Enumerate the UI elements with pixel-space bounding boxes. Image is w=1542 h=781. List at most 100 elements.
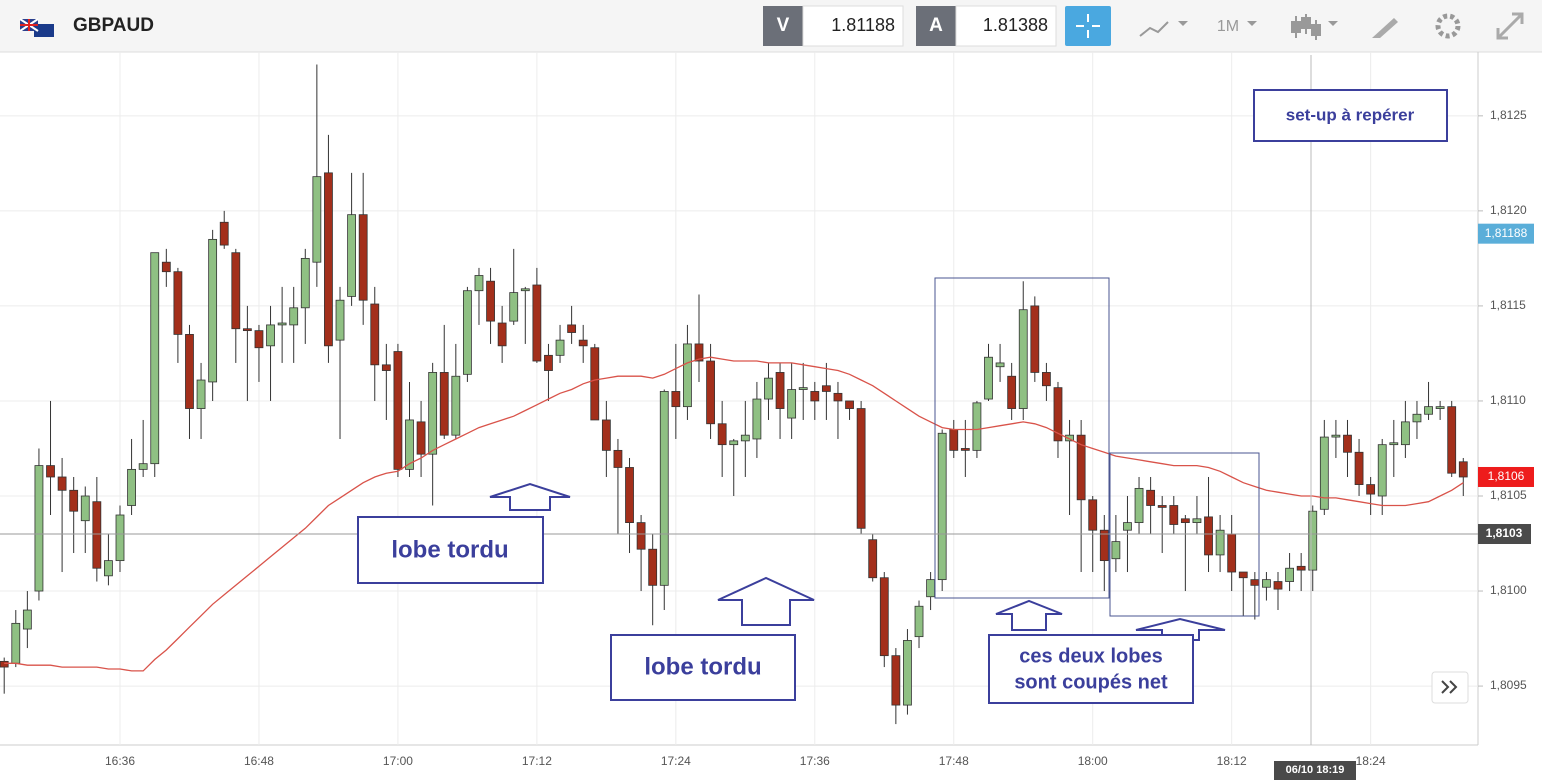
timeframe-caret[interactable] — [1247, 21, 1257, 26]
candle-body — [833, 392, 843, 402]
symbol: GBPAUD — [73, 15, 154, 36]
candle-body — [1412, 413, 1422, 423]
candle-body — [173, 271, 183, 335]
candle-body — [335, 299, 345, 341]
candle-body — [1111, 541, 1121, 560]
candle-body — [150, 252, 160, 465]
candle-body — [312, 176, 322, 263]
candle-body — [266, 324, 275, 347]
y-tick-label: 1,8125 — [1490, 108, 1527, 122]
candle-body — [590, 347, 600, 421]
candle-body — [694, 343, 704, 362]
candle-body — [891, 655, 901, 706]
candle-body — [775, 372, 785, 409]
ask-box[interactable] — [955, 5, 1057, 47]
candle-body — [1435, 406, 1445, 409]
candle-body — [231, 252, 241, 330]
candle-body — [1018, 309, 1028, 409]
candle-body — [960, 448, 970, 451]
x-tick-label: 16:36 — [105, 754, 135, 768]
ask-button[interactable] — [916, 6, 956, 46]
annotation-box — [1253, 89, 1448, 142]
candle-body — [381, 364, 391, 371]
candle-body — [1296, 565, 1306, 571]
candle-body — [127, 468, 136, 506]
candle-body — [370, 303, 380, 366]
ask-price[interactable]: 1.81388 — [983, 15, 1048, 35]
candle-body — [1030, 305, 1040, 373]
candle-body — [567, 324, 577, 333]
candle-body — [22, 609, 32, 630]
x-tick-label: 18:24 — [1356, 754, 1386, 768]
candle-body — [80, 495, 90, 522]
candle-body — [1192, 518, 1202, 524]
candle-body — [1227, 533, 1237, 573]
crosshair-button[interactable] — [1065, 6, 1111, 46]
chart-type-button[interactable] — [1291, 14, 1338, 40]
candle-body — [439, 372, 449, 436]
settings-button[interactable] — [1435, 13, 1461, 39]
candle-body — [358, 214, 368, 301]
x-tick-label: 16:48 — [244, 754, 274, 768]
candle-body — [451, 375, 461, 436]
candle-body — [393, 351, 403, 470]
bid-button[interactable] — [763, 6, 803, 46]
candle-body — [92, 501, 102, 569]
arrows — [489, 482, 1226, 641]
draw-button[interactable] — [1372, 18, 1398, 38]
candle-body — [520, 288, 530, 292]
candle-body — [740, 434, 750, 442]
candle-body — [1042, 372, 1051, 387]
candle-body — [347, 214, 357, 297]
moving-average — [4, 356, 1464, 672]
candle-body — [706, 360, 715, 425]
candle-body — [868, 539, 878, 579]
ask-label[interactable]: A — [929, 15, 943, 36]
x-tick-label: 17:12 — [522, 754, 552, 768]
bid-price[interactable]: 1.81188 — [831, 15, 895, 35]
candle-body — [845, 400, 854, 409]
annotation: ces deux lobes — [1019, 645, 1162, 667]
annotation: lobe tordu — [644, 653, 761, 680]
candle-body — [185, 334, 194, 409]
candle-body — [138, 463, 148, 470]
candle-body — [11, 622, 21, 664]
candle-body — [764, 377, 773, 400]
candle-body — [46, 465, 55, 478]
candle-body — [1262, 579, 1271, 588]
candle-body — [1180, 518, 1190, 524]
candle-body — [462, 290, 472, 375]
candle-body — [1319, 436, 1329, 510]
candle-body — [787, 389, 797, 419]
candle-body — [972, 402, 982, 451]
x-tick-label: 18:00 — [1078, 754, 1108, 768]
y-tick-label: 1,8100 — [1490, 583, 1527, 597]
crosshair-time-box — [1274, 761, 1356, 780]
candle-body — [544, 354, 553, 371]
y-tick-label: 1,8095 — [1490, 678, 1527, 692]
x-tick-label: 18:12 — [1217, 754, 1247, 768]
indicators-button[interactable] — [1139, 21, 1188, 37]
candle-body — [984, 356, 993, 400]
candle-body — [717, 423, 727, 446]
expand-button[interactable] — [1496, 12, 1524, 40]
bid-label[interactable]: V — [777, 15, 790, 36]
candle-body — [324, 172, 333, 347]
timeframe[interactable]: 1M — [1217, 18, 1239, 35]
x-tick-label: 17:24 — [661, 754, 691, 768]
candle-body — [1157, 505, 1167, 508]
candle-body — [1285, 567, 1294, 582]
scroll-button[interactable] — [1431, 671, 1469, 704]
candle-body — [1250, 579, 1260, 586]
candle-body — [208, 238, 218, 383]
bid-box[interactable] — [802, 5, 904, 47]
candle-body — [509, 292, 519, 322]
candle-body — [1343, 434, 1352, 453]
price-marker-label: 1,8106 — [1488, 469, 1525, 483]
candle-body — [1389, 442, 1399, 446]
candle-body — [34, 465, 44, 592]
candle-body — [1053, 387, 1063, 442]
candle-body — [1377, 444, 1387, 497]
annotation-box — [988, 634, 1194, 704]
